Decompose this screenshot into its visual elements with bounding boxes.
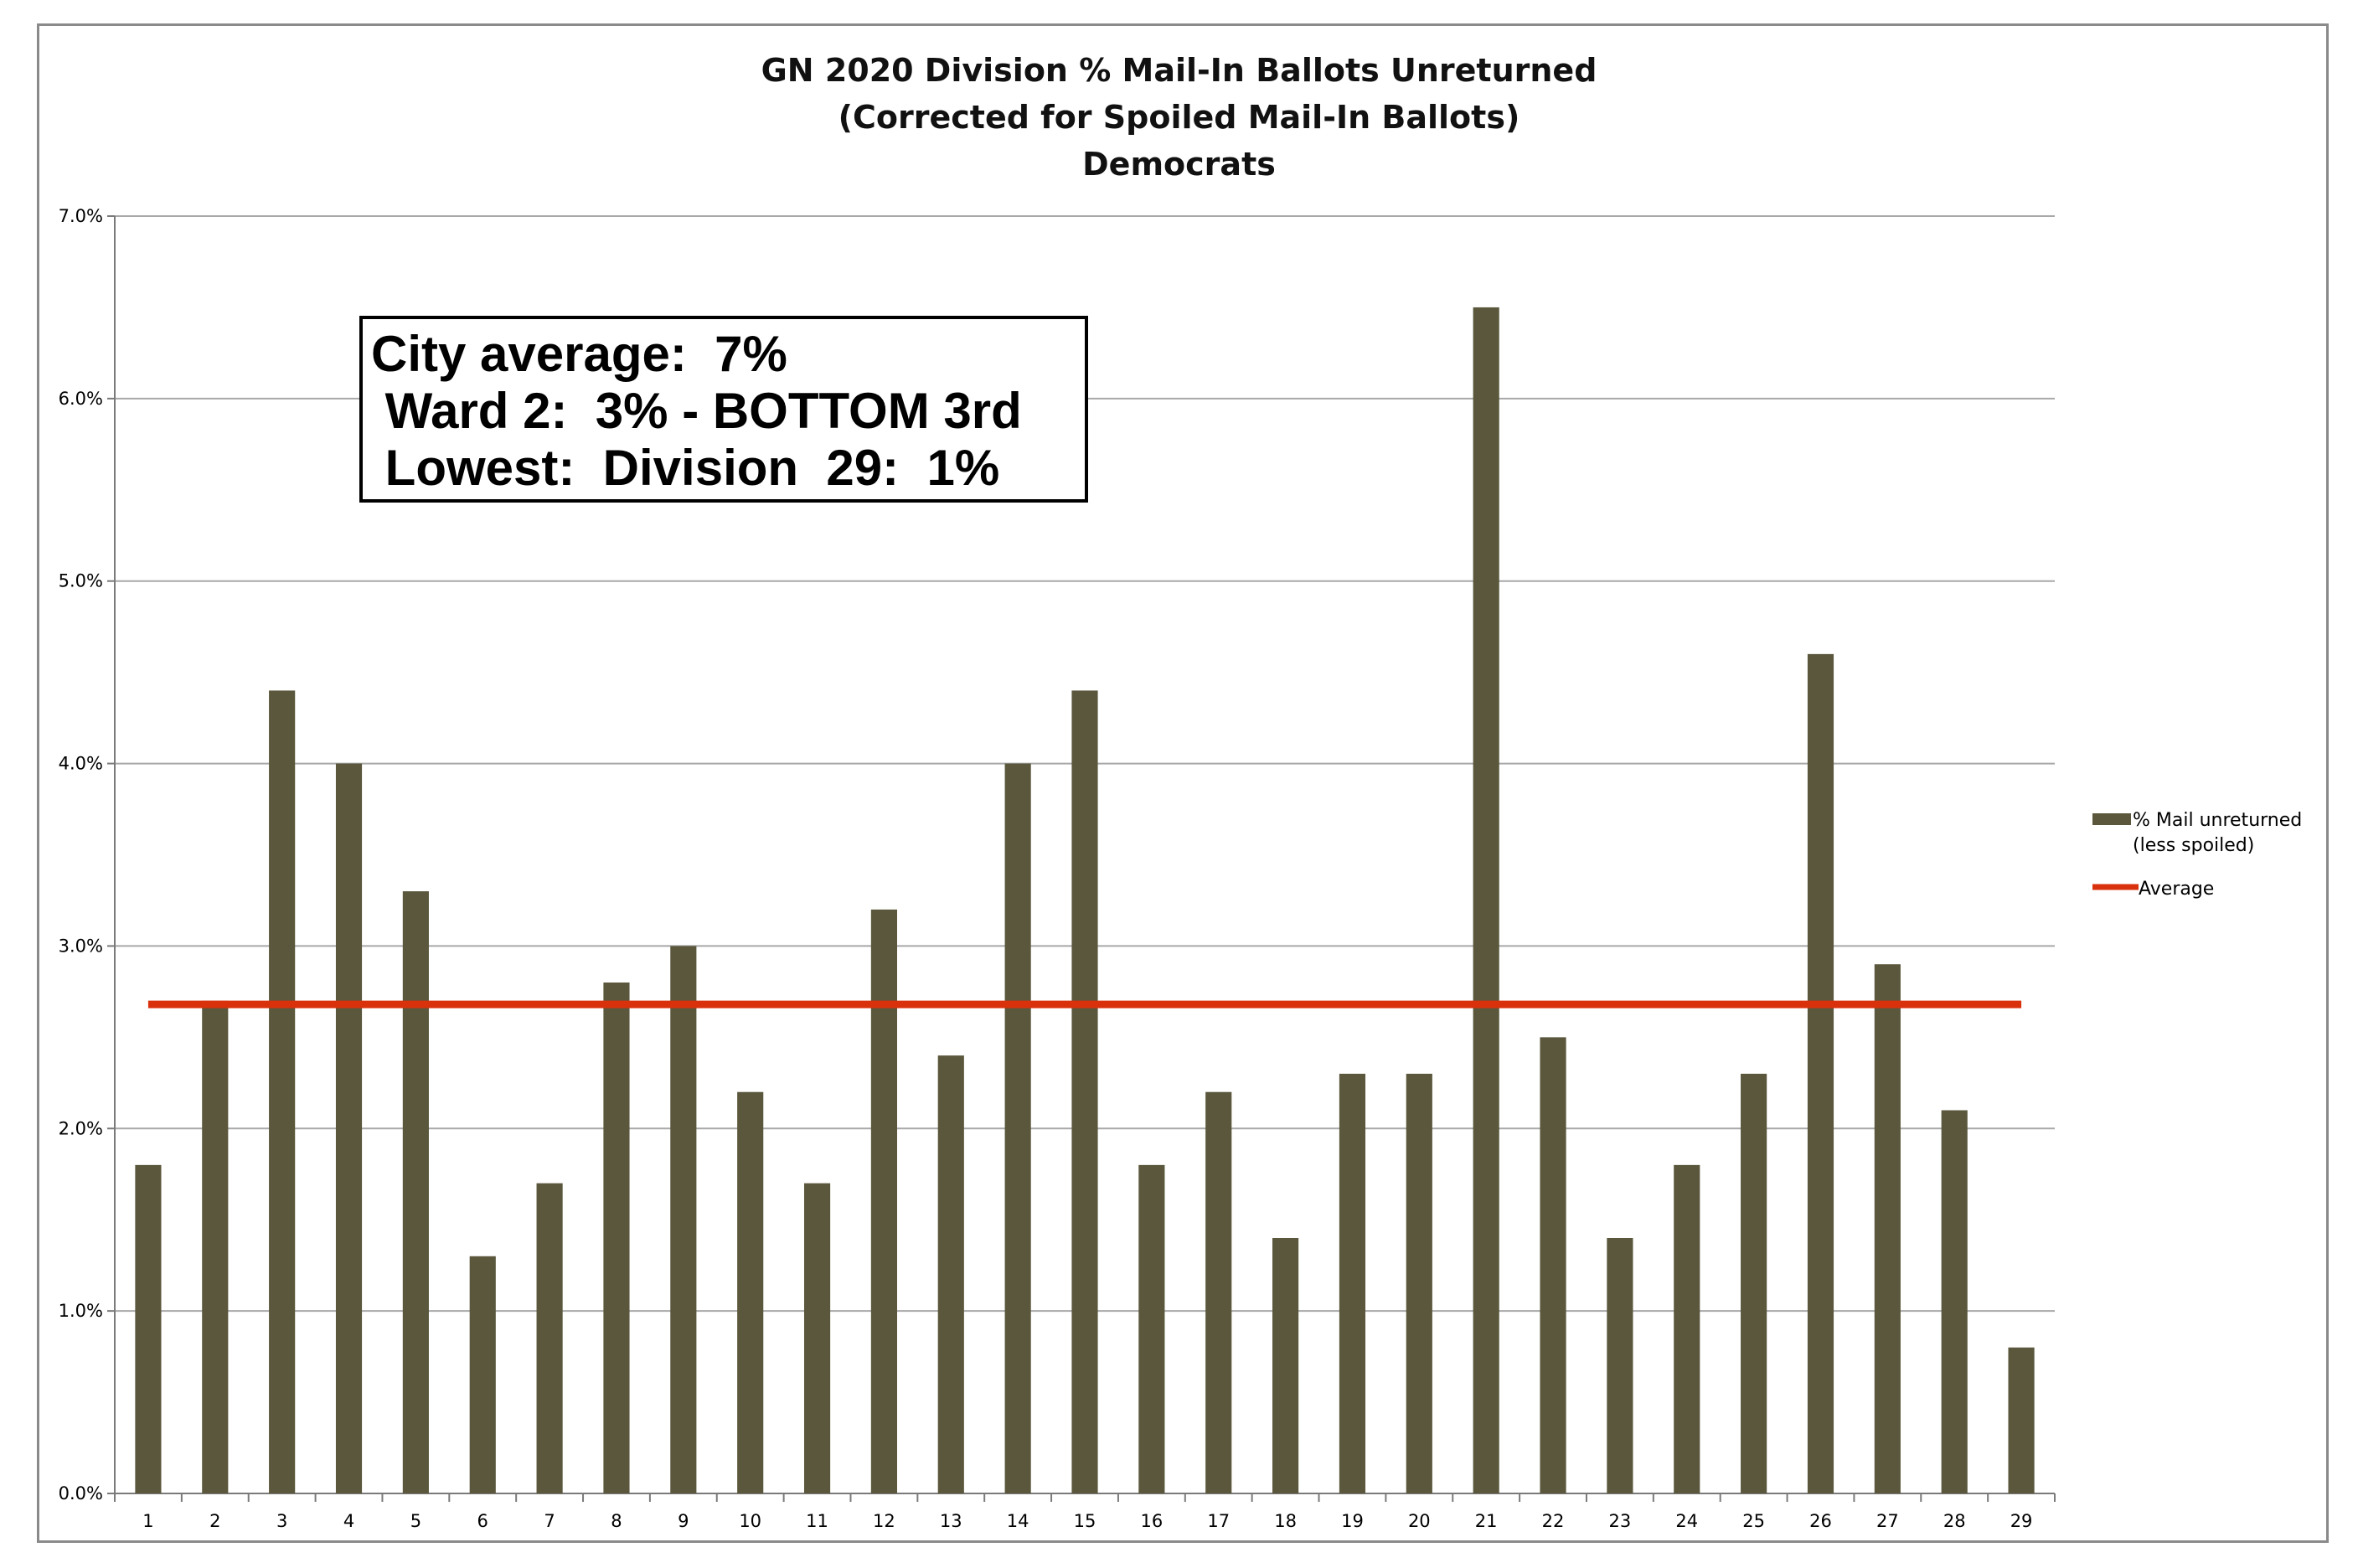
bar <box>1138 1164 1165 1493</box>
bar <box>1741 1073 1767 1493</box>
bar <box>1607 1238 1633 1493</box>
bar <box>536 1183 563 1493</box>
bar <box>1941 1110 1968 1493</box>
chart-title-line-3: Democrats <box>1082 146 1276 183</box>
bar <box>1874 964 1901 1493</box>
x-tick-label: 27 <box>1876 1511 1899 1531</box>
y-tick-label: 3.0% <box>59 936 103 956</box>
legend-label-bars: (less spoiled) <box>2133 835 2254 856</box>
x-tick-label: 21 <box>1475 1511 1498 1531</box>
bar <box>1004 763 1031 1493</box>
x-tick-label: 14 <box>1007 1511 1029 1531</box>
y-tick-label: 1.0% <box>59 1301 103 1321</box>
x-tick-label: 25 <box>1742 1511 1765 1531</box>
legend-label-average: Average <box>2139 879 2214 900</box>
x-tick-label: 29 <box>2010 1511 2033 1531</box>
bar <box>1674 1164 1700 1493</box>
bar <box>1205 1091 1232 1493</box>
bar <box>737 1091 764 1493</box>
x-tick-label: 5 <box>410 1511 421 1531</box>
bar <box>202 1000 229 1493</box>
x-tick-label: 22 <box>1542 1511 1565 1531</box>
x-tick-label: 3 <box>276 1511 287 1531</box>
legend-swatch-bars <box>2092 813 2131 825</box>
chart-title-line-1: GN 2020 Division % Mail-In Ballots Unret… <box>761 52 1597 89</box>
bar <box>402 891 429 1493</box>
annotation-line-city-average: City average: 7% <box>371 326 787 382</box>
bar <box>1473 307 1499 1493</box>
x-tick-label: 4 <box>343 1511 354 1531</box>
x-tick-label: 8 <box>611 1511 622 1531</box>
bar <box>937 1055 964 1493</box>
x-tick-label: 6 <box>477 1511 488 1531</box>
bar <box>1339 1073 1366 1493</box>
x-tick-label: 10 <box>739 1511 761 1531</box>
x-tick-label: 19 <box>1341 1511 1364 1531</box>
bar <box>1406 1073 1432 1493</box>
x-tick-label: 12 <box>873 1511 895 1531</box>
bar <box>335 763 363 1493</box>
x-tick-label: 24 <box>1675 1511 1698 1531</box>
x-tick-label: 9 <box>678 1511 689 1531</box>
bar <box>135 1164 162 1493</box>
y-tick-label: 4.0% <box>59 754 103 774</box>
x-tick-label: 28 <box>1943 1511 1966 1531</box>
bar <box>469 1256 496 1493</box>
x-tick-label: 15 <box>1074 1511 1096 1531</box>
x-tick-label: 2 <box>209 1511 220 1531</box>
bar <box>603 983 630 1493</box>
annotation-line-ward: Ward 2: 3% - BOTTOM 3rd <box>371 383 1022 439</box>
x-tick-label: 17 <box>1207 1511 1230 1531</box>
bar <box>870 909 897 1493</box>
bar <box>1071 690 1098 1493</box>
y-tick-label: 6.0% <box>59 389 103 409</box>
bar <box>1272 1238 1299 1493</box>
x-tick-label: 7 <box>544 1511 555 1531</box>
y-tick-label: 2.0% <box>59 1118 103 1138</box>
annotation-line-lowest: Lowest: Division 29: 1% <box>371 440 1000 496</box>
x-tick-label: 23 <box>1609 1511 1632 1531</box>
bar <box>269 690 296 1493</box>
legend-label-bars: % Mail unreturned <box>2133 810 2302 831</box>
bar <box>1807 653 1834 1493</box>
bar <box>1540 1037 1566 1493</box>
y-tick-label: 5.0% <box>59 571 103 591</box>
x-tick-label: 26 <box>1809 1511 1832 1531</box>
bar <box>670 946 697 1493</box>
y-tick-label: 7.0% <box>59 206 103 226</box>
x-tick-label: 20 <box>1408 1511 1431 1531</box>
chart-title-line-2: (Corrected for Spoiled Mail-In Ballots) <box>838 99 1520 136</box>
x-tick-label: 13 <box>940 1511 962 1531</box>
x-tick-label: 16 <box>1140 1511 1163 1531</box>
bar <box>803 1183 831 1493</box>
bar <box>2008 1347 2035 1493</box>
x-tick-label: 11 <box>806 1511 828 1531</box>
annotation-box: City average: 7% Ward 2: 3% - BOTTOM 3rd… <box>359 316 1088 503</box>
y-tick-label: 0.0% <box>59 1483 103 1504</box>
x-tick-label: 1 <box>142 1511 153 1531</box>
x-tick-label: 18 <box>1274 1511 1297 1531</box>
